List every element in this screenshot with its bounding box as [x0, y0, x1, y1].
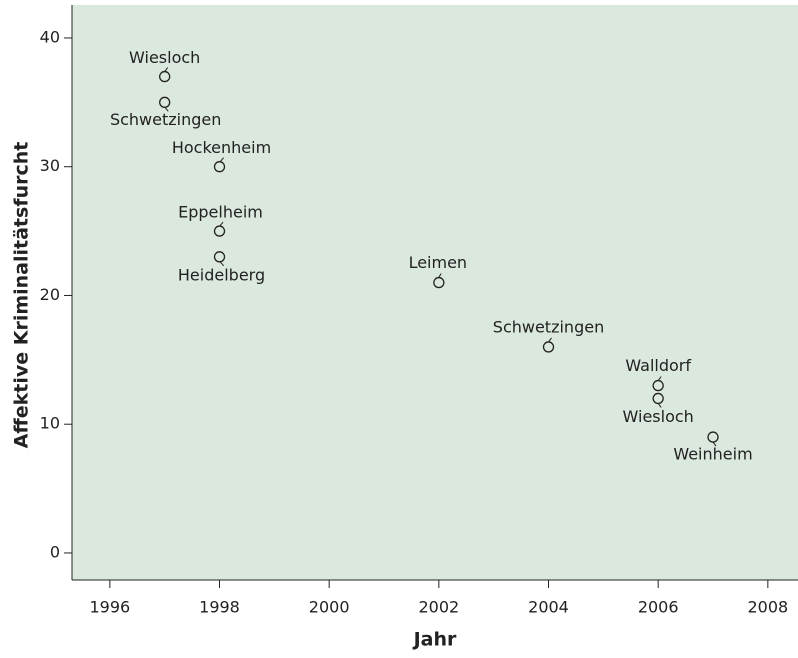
leader-line [657, 403, 662, 408]
point-label: Eppelheim [178, 203, 263, 222]
point [213, 251, 226, 263]
x-tick-label: 2006 [638, 598, 679, 617]
point [159, 96, 171, 108]
leader-line [164, 67, 169, 72]
x-tick-label: 2008 [747, 598, 788, 617]
y-tick-label: 30 [40, 156, 60, 175]
y-tick-label: 0 [50, 542, 60, 561]
leader-line [219, 157, 225, 163]
y-tick-label: 40 [40, 27, 60, 46]
point-label: Heidelberg [178, 265, 265, 284]
point-label: Hockenheim [172, 138, 271, 157]
point-label: Weinheim [673, 445, 752, 464]
y-tick-label: 20 [40, 285, 60, 304]
leader-line [548, 337, 552, 343]
x-tick-label: 2004 [528, 598, 569, 617]
point-label: Leimen [409, 253, 468, 272]
point-label: Walldorf [625, 356, 691, 375]
x-tick-label: 2000 [309, 598, 350, 617]
point [213, 161, 226, 173]
leader-line [712, 441, 717, 447]
leader-line [657, 376, 662, 381]
point-label: Wiesloch [623, 407, 694, 426]
point-label: Wiesloch [129, 48, 200, 67]
point [213, 225, 226, 237]
plot-area [72, 5, 798, 580]
leader-line [219, 221, 224, 227]
point-label: Schwetzingen [493, 317, 604, 336]
leader-line [438, 273, 442, 278]
x-axis-title: Jahr [412, 629, 457, 651]
point-label: Schwetzingen [110, 110, 221, 129]
x-tick-label: 2002 [418, 598, 459, 617]
y-tick-label: 10 [40, 414, 60, 433]
leader-line [219, 261, 225, 267]
y-axis-title: Affektive Kriminalitätsfurcht [11, 142, 33, 449]
leader-line [164, 107, 169, 112]
x-tick-label: 1996 [89, 598, 130, 617]
x-tick-label: 1998 [199, 598, 240, 617]
